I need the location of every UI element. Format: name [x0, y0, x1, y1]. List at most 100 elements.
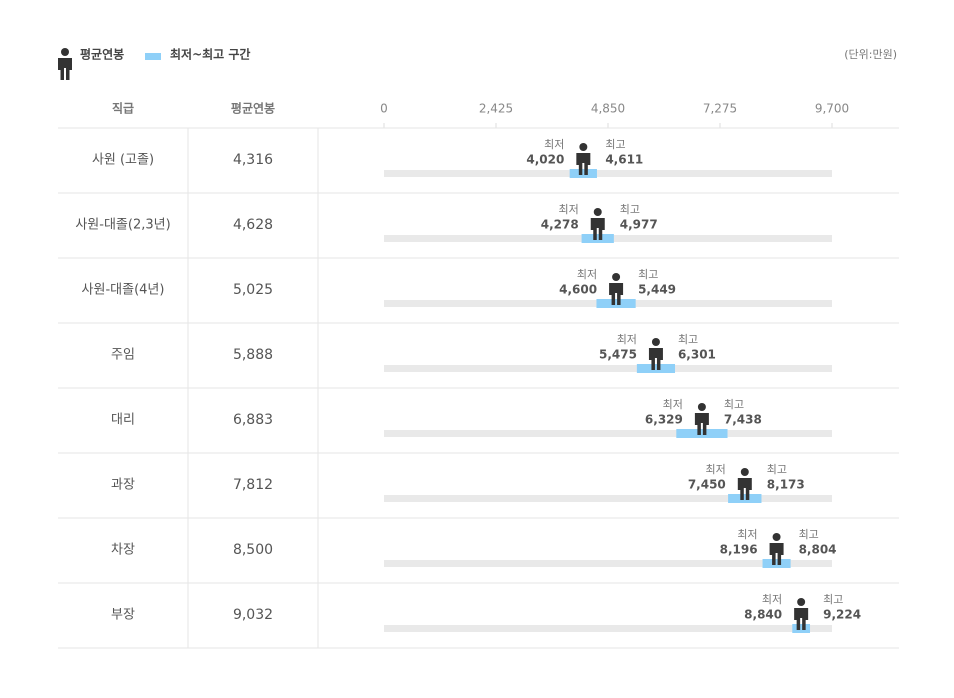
- range-bar: [676, 429, 728, 438]
- max-label: 최고: [823, 593, 843, 606]
- track: [384, 365, 832, 372]
- person-body: [576, 153, 591, 175]
- x-tick-label: 2,425: [479, 102, 513, 116]
- avg-marker: [576, 143, 591, 175]
- person-body: [769, 543, 784, 565]
- person-body: [590, 218, 605, 240]
- x-tick-label: 4,850: [591, 102, 625, 116]
- max-value: 5,449: [638, 283, 676, 297]
- max-label: 최고: [638, 268, 658, 281]
- min-label: 최저: [617, 333, 637, 346]
- avg-marker: [648, 338, 663, 370]
- range-bar: [728, 494, 762, 503]
- person-body: [58, 58, 72, 80]
- avg-salary: 5,025: [233, 282, 273, 298]
- max-value: 4,977: [620, 218, 658, 232]
- person-body: [794, 608, 809, 630]
- x-tick-label: 9,700: [815, 102, 849, 116]
- min-value: 4,278: [541, 218, 579, 232]
- person-head: [579, 143, 588, 151]
- max-label: 최고: [678, 333, 698, 346]
- range-bar: [569, 169, 597, 178]
- min-value: 7,450: [688, 478, 726, 492]
- max-value: 9,224: [823, 608, 861, 622]
- track: [384, 430, 832, 437]
- person-head: [772, 533, 781, 541]
- min-value: 4,020: [526, 153, 564, 167]
- max-label: 최고: [724, 398, 744, 411]
- avg-salary: 9,032: [233, 607, 273, 623]
- legend-range-swatch: [145, 53, 161, 60]
- avg-salary: 4,316: [233, 152, 273, 168]
- avg-marker: [737, 468, 752, 500]
- x-tick-label: 0: [380, 102, 388, 116]
- range-bar: [636, 364, 676, 373]
- track: [384, 560, 832, 567]
- avg-marker: [769, 533, 784, 565]
- legend-avg-icon: [58, 48, 72, 80]
- max-value: 8,804: [799, 543, 837, 557]
- min-value: 5,475: [599, 348, 637, 362]
- range-bar: [596, 299, 636, 308]
- min-label: 최저: [737, 528, 757, 541]
- max-label: 최고: [605, 138, 625, 151]
- avg-salary: 7,812: [233, 477, 273, 493]
- person-head: [593, 208, 602, 216]
- max-value: 8,173: [767, 478, 805, 492]
- person-head: [797, 598, 806, 606]
- legend-range: 최저~최고 구간: [170, 47, 250, 62]
- avg-salary: 5,888: [233, 347, 273, 363]
- person-head: [61, 48, 69, 56]
- min-value: 6,329: [645, 413, 683, 427]
- max-label: 최고: [799, 528, 819, 541]
- person-body: [609, 283, 624, 305]
- min-label: 최저: [762, 593, 782, 606]
- max-value: 7,438: [724, 413, 762, 427]
- max-value: 4,611: [605, 153, 643, 167]
- min-label: 최저: [663, 398, 683, 411]
- person-head: [697, 403, 706, 411]
- avg-salary: 8,500: [233, 542, 273, 558]
- person-body: [737, 478, 752, 500]
- range-bar: [792, 624, 811, 633]
- min-value: 4,600: [559, 283, 597, 297]
- max-label: 최고: [767, 463, 787, 476]
- min-label: 최저: [577, 268, 597, 281]
- max-label: 최고: [620, 203, 640, 216]
- rank: 주임: [111, 348, 135, 363]
- avg-marker: [590, 208, 605, 240]
- max-value: 6,301: [678, 348, 716, 362]
- rank: 대리: [111, 413, 135, 428]
- track: [384, 170, 832, 177]
- min-label: 최저: [544, 138, 564, 151]
- unit: (단위:만원): [844, 48, 897, 61]
- avg-salary: 4,628: [233, 217, 273, 233]
- rank: 부장: [111, 608, 135, 623]
- person-head: [651, 338, 660, 346]
- rank: 사원 (고졸): [92, 153, 154, 168]
- min-value: 8,196: [720, 543, 758, 557]
- person-head: [612, 273, 621, 281]
- track: [384, 625, 832, 632]
- min-label: 최저: [558, 203, 578, 216]
- range-bar: [581, 234, 614, 243]
- min-label: 최저: [706, 463, 726, 476]
- col-header: 직급: [112, 101, 134, 116]
- x-tick-label: 7,275: [703, 102, 737, 116]
- avg-salary: 6,883: [233, 412, 273, 428]
- legend-avg: 평균연봉: [80, 47, 124, 62]
- avg-marker: [694, 403, 709, 435]
- min-value: 8,840: [744, 608, 782, 622]
- rank: 사원-대졸(2,3년): [75, 218, 170, 233]
- range-bar: [762, 559, 791, 568]
- track: [384, 495, 832, 502]
- avg-marker: [609, 273, 624, 305]
- person-head: [740, 468, 749, 476]
- person-body: [648, 348, 663, 370]
- col-header: 평균연봉: [231, 101, 275, 116]
- avg-marker: [794, 598, 809, 630]
- rank: 차장: [111, 543, 135, 558]
- person-body: [694, 413, 709, 435]
- rank: 사원-대졸(4년): [82, 283, 165, 298]
